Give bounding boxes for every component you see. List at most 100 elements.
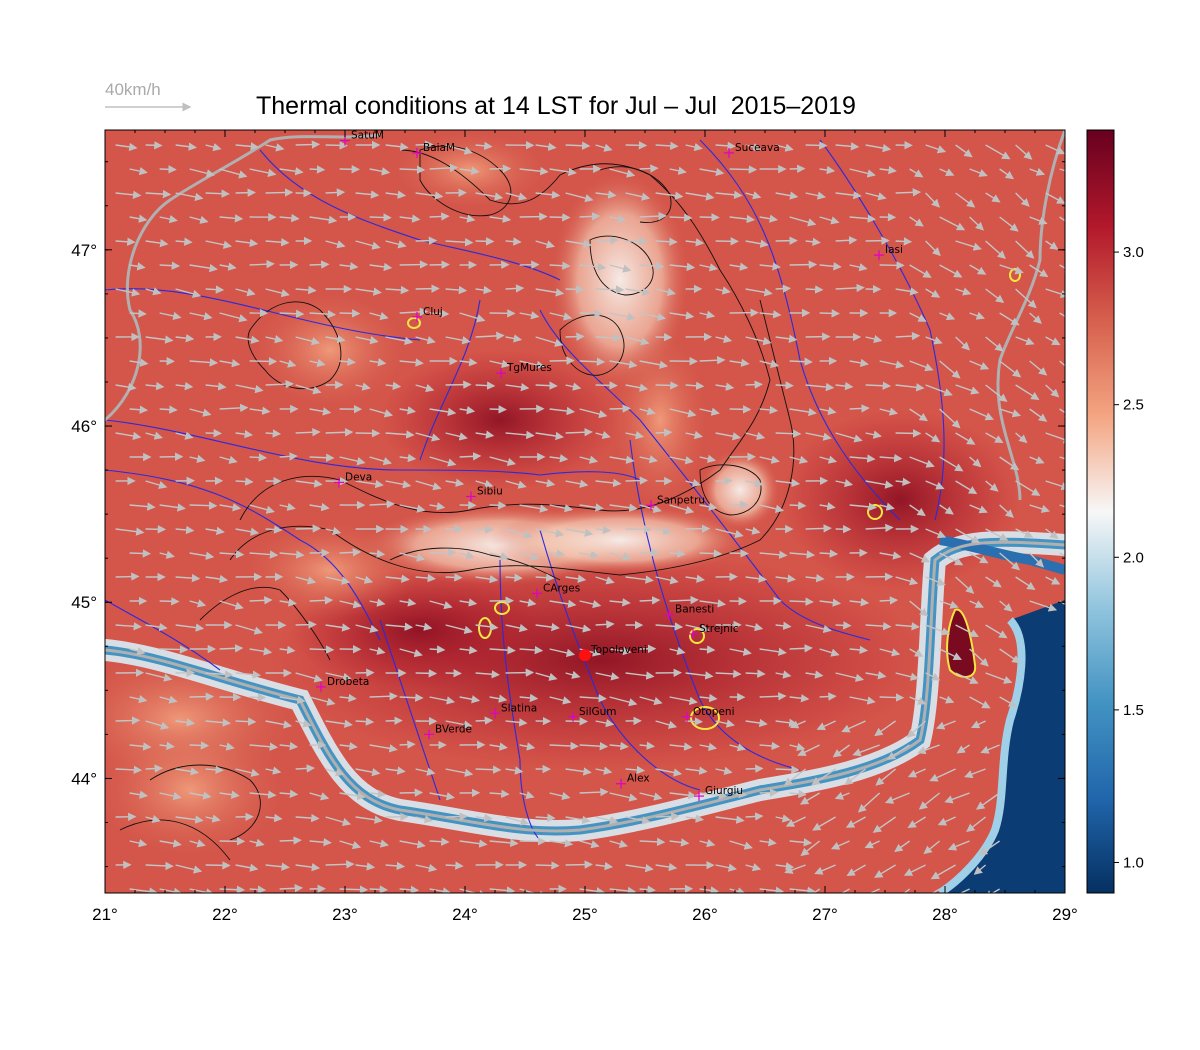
wind-arrow [655,862,678,872]
wind-arrow [265,288,290,298]
wind-arrow [729,214,756,224]
wind-arrow [639,741,655,750]
wind-arrow [999,456,1020,471]
wind-arrow [579,599,602,609]
wind-arrow [1045,240,1059,250]
wind-arrow [475,192,504,201]
wind-arrow [309,215,338,224]
wind-arrow [339,791,366,801]
wind-arrow [999,696,1018,707]
wind-arrow [805,141,828,150]
wind-arrow [535,431,564,441]
wind-arrow [849,645,868,655]
wind-arrow [369,358,387,367]
wind-arrow [918,792,941,810]
wind-arrow [445,768,474,777]
wind-arrow [355,575,374,584]
city-label: Topoloveni [590,644,647,656]
wind-arrow [565,624,592,633]
wind-arrow [235,717,257,726]
wind-arrow [309,309,337,319]
colorbar-tick-label: 2.5 [1123,397,1144,414]
wind-arrow [955,384,980,395]
wind-arrow [265,525,283,534]
wind-arrow [159,597,180,606]
wind-arrow [978,840,1000,856]
wind-arrow [205,240,232,249]
wind-arrow [909,456,935,468]
wind-arrow [219,600,244,610]
wind-arrow [129,549,152,558]
wind-arrow [579,503,604,512]
wind-arrow [609,312,636,321]
wind-arrow [265,188,294,197]
wind-arrow [249,596,273,605]
wind-arrow [895,672,920,681]
wind-arrow [579,212,601,221]
city-label: Otopeni [693,706,735,718]
wind-arrow [429,887,452,893]
wind-arrow [175,525,195,535]
wind-arrow [549,454,569,463]
wind-arrow [279,309,305,318]
wind-arrow [579,309,603,318]
wind-arrow [129,790,149,799]
wind-arrow [930,864,956,880]
wind-arrow [145,814,161,824]
wind-arrow [219,455,238,464]
wind-arrow [775,334,798,343]
wind-arrow [699,742,718,751]
wind-arrow [159,261,181,270]
wind-arrow [459,888,488,893]
wind-arrow [729,743,747,752]
wind-arrow [805,332,831,341]
wind-arrow [811,768,836,786]
coast-band [937,617,1026,893]
wind-arrow [939,695,955,704]
wind-arrow [595,525,612,534]
wind-arrow [429,260,450,269]
wind-arrow [969,168,988,177]
wind-arrow [145,861,174,871]
wind-arrow [759,550,788,559]
wind-arrows [115,140,1065,893]
wind-arrow [699,599,727,608]
wind-arrow [759,692,787,701]
wind-arrow [625,336,650,346]
wind-arrow [189,408,212,417]
wind-arrow [669,504,695,514]
wind-arrow [595,620,615,629]
wind-arrow [175,288,202,298]
wind-arrow [129,502,156,511]
wind-arrow [129,838,148,848]
wind-arrow [145,335,174,344]
wind-arrow [789,260,818,269]
wind-arrow [655,720,678,729]
wind-arrow [955,336,971,351]
wind-arrow [655,622,684,631]
wind-arrow [805,382,835,392]
wind-arrow [625,383,649,392]
wind-arrow [595,190,617,199]
wind-arrow [279,213,300,223]
wind-arrow [639,407,656,416]
wind-arrow [956,744,970,754]
wind-arrow [745,479,764,488]
wind-arrow [1059,552,1065,557]
wind-arrow [1015,384,1040,401]
wind-arrow [279,452,298,461]
wind-arrow [565,285,585,294]
wind-arrow [865,143,892,153]
wind-arrow [959,888,970,893]
wind-arrow [669,838,690,847]
wind-arrow [355,479,384,489]
wind-arrow [835,236,858,245]
wind-arrow [579,887,605,893]
wind-arrow [849,214,877,223]
wind-arrow [489,645,516,655]
wind-arrow [219,262,237,271]
wind-arrow [399,648,423,658]
wind-arrow [655,576,679,585]
wind-arrow [819,455,838,464]
wind-arrow [145,672,173,682]
